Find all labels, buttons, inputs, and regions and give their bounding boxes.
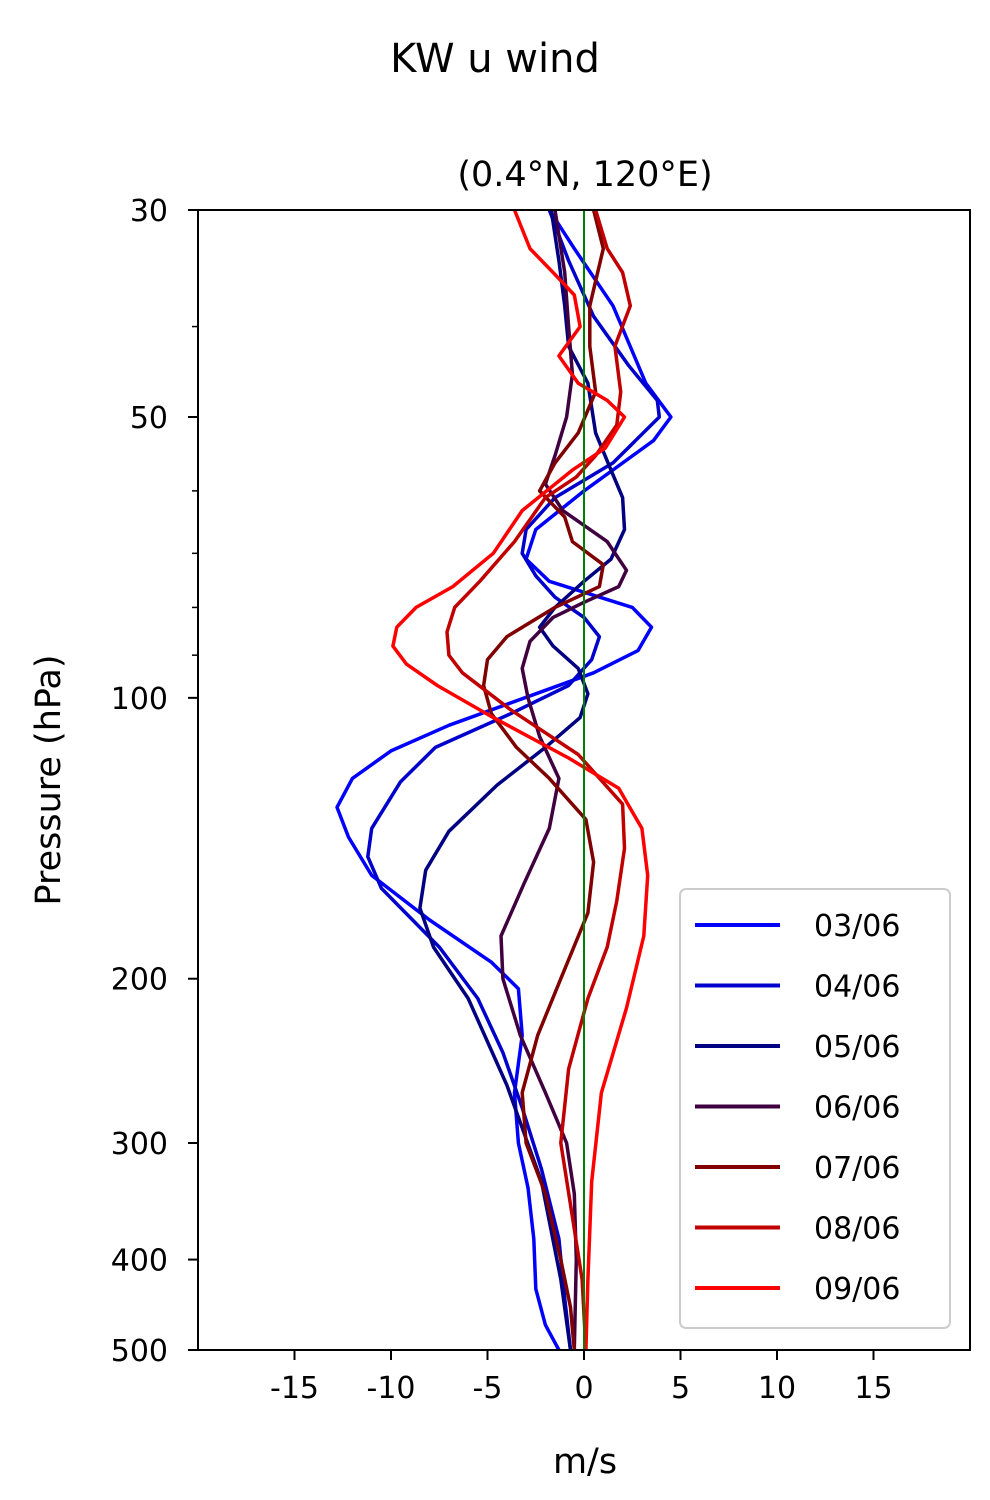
x-axis-label: m/s [553, 1442, 617, 1482]
x-tick-label: -10 [367, 1371, 416, 1406]
y-tick-label: 400 [111, 1244, 168, 1279]
chart-suptitle: KW u wind [390, 36, 600, 82]
series-line-1 [335, 210, 673, 1350]
series-line-5 [481, 210, 606, 1350]
chart-title: (0.4°N, 120°E) [457, 155, 712, 195]
y-tick-label: 30 [130, 194, 168, 229]
series-line-6 [445, 210, 633, 1350]
y-axis-ticks: 30 50 100 200 300 400 500 [111, 194, 198, 1369]
legend-box [679, 888, 951, 1329]
x-tick-label: -15 [270, 1371, 319, 1406]
x-tick-label: 5 [671, 1371, 690, 1406]
legend-label-3: 05/06 [814, 1030, 900, 1065]
x-tick-label: 15 [854, 1371, 892, 1406]
series-layer [335, 210, 673, 1350]
series-line-2 [366, 210, 662, 1350]
series-line-3 [418, 210, 627, 1350]
legend-label-2: 04/06 [814, 970, 900, 1005]
y-tick-label: 50 [130, 401, 168, 436]
series-line-4 [499, 210, 629, 1350]
legend-label-5: 07/06 [814, 1151, 900, 1186]
y-tick-label: 100 [111, 682, 168, 717]
y-tick-label: 200 [111, 963, 168, 998]
x-tick-label: 10 [758, 1371, 796, 1406]
series-line-7 [391, 210, 650, 1350]
y-tick-label: 300 [111, 1127, 168, 1162]
legend: 03/06 04/06 05/06 06/06 07/06 08/06 09/06 [679, 888, 951, 1329]
x-tick-label: -5 [473, 1371, 503, 1406]
legend-label-6: 08/06 [814, 1212, 900, 1247]
legend-label-1: 03/06 [814, 909, 900, 944]
x-tick-label: 0 [574, 1371, 593, 1406]
x-axis-ticks: -15 -10 -5 0 5 10 15 [270, 1350, 893, 1406]
y-tick-label: 500 [111, 1334, 168, 1369]
y-axis-label: Pressure (hPa) [29, 654, 69, 905]
legend-label-7: 09/06 [814, 1272, 900, 1307]
legend-label-4: 06/06 [814, 1091, 900, 1126]
